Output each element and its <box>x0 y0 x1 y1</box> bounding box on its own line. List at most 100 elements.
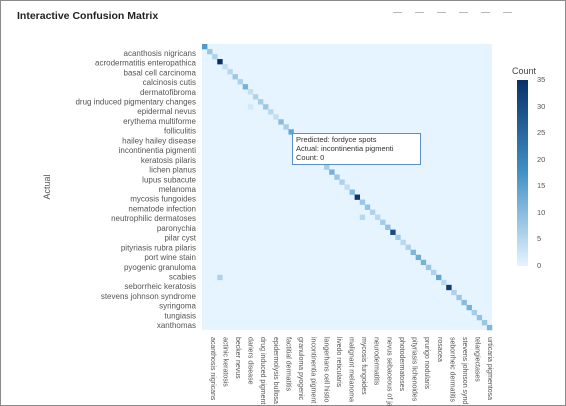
y-tick-label: mycosis fungoides <box>130 195 196 204</box>
colorbar <box>517 80 528 266</box>
heatmap-cell-diagonal <box>354 194 361 200</box>
pan-icon[interactable] <box>437 7 446 13</box>
heatmap-cell-diagonal <box>385 224 391 230</box>
x-tick-label: granuloma pyogenic <box>297 337 304 401</box>
colorbar-tick-label: 10 <box>537 207 546 217</box>
heatmap-cell-diagonal <box>405 244 411 251</box>
heatmap-cell-diagonal <box>263 104 269 110</box>
tooltip-predicted: Predicted: fordyce spots <box>296 135 377 144</box>
colorbar-title: Count <box>512 66 537 76</box>
heatmap-cell-diagonal <box>273 114 279 120</box>
colorbar-tick-label: 20 <box>537 154 546 164</box>
heatmap-cell-diagonal <box>425 264 432 271</box>
y-tick-label: lupus subacute <box>142 175 196 184</box>
y-tick-label: pityriasis rubra pilaris <box>121 243 196 252</box>
y-tick-label: erythema multiforme <box>123 117 196 126</box>
heatmap-cell <box>359 214 366 220</box>
heatmap-cell-diagonal <box>441 279 447 286</box>
heatmap-cell-diagonal <box>339 179 345 185</box>
heatmap-cell-diagonal <box>380 219 386 225</box>
reset-icon[interactable] <box>503 7 512 13</box>
heatmap-cell-diagonal <box>217 59 223 65</box>
heatmap-cell-diagonal <box>237 79 244 85</box>
x-tick-label: epidermolysis bullosa <box>272 337 279 404</box>
heatmap-cell-diagonal <box>283 124 289 130</box>
heatmap-cell-diagonal <box>400 239 406 246</box>
y-tick-label: pilar cyst <box>164 234 196 243</box>
tooltip-count: Count: 0 <box>296 153 325 163</box>
heatmap-cell-diagonal <box>202 44 208 50</box>
y-tick-label: keratosis pilaris <box>141 156 196 165</box>
x-tick-label: malignant melanoma <box>348 337 355 402</box>
x-tick-label: acanthosis nigricans <box>209 337 216 401</box>
y-tick-label: melanoma <box>159 185 197 194</box>
x-tick-label: nevus sebaceous of ja <box>385 337 392 406</box>
heatmap-cell-diagonal <box>344 184 350 190</box>
heatmap-cell-diagonal <box>288 129 294 135</box>
y-tick-label: scabies <box>169 273 196 282</box>
x-tick-label: dariers disease <box>247 337 254 385</box>
y-tick-label: nematode infection <box>128 204 196 213</box>
y-tick-label: epidermal nevus <box>137 107 196 116</box>
colorbar-tick-label: 35 <box>537 75 546 84</box>
x-tick-label: becker nevus <box>234 337 241 379</box>
heatmap-cell-diagonal <box>364 204 371 210</box>
x-tick-label: langerhans cell histio <box>322 337 329 402</box>
heatmap-cell-diagonal <box>334 174 340 180</box>
y-tick-label: drug induced pigmentary changes <box>75 97 196 106</box>
heatmap-cell-diagonal <box>446 284 452 291</box>
y-tick-label: tungiasis <box>164 311 196 320</box>
y-tick-label: folliculitis <box>164 127 196 136</box>
heatmap-cell-diagonal <box>395 234 401 240</box>
heatmap-cell-diagonal <box>227 69 233 75</box>
y-tick-label: syringoma <box>159 302 196 311</box>
x-tick-label: urticaria pigmentosa <box>486 337 493 400</box>
heatmap-cell-diagonal <box>268 109 274 115</box>
heatmap-cell-diagonal <box>436 274 442 281</box>
y-tick-label: acanthosis nigricans <box>124 49 196 58</box>
heatmap-cell-diagonal <box>451 289 457 296</box>
heatmap-cell-diagonal <box>324 164 330 170</box>
heatmap-cell-diagonal <box>410 249 416 256</box>
y-tick-label: dermatofibroma <box>140 88 197 97</box>
heatmap-cell <box>217 274 223 281</box>
heatmap-cell-diagonal <box>257 99 264 105</box>
y-tick-label: basal cell carcinoma <box>124 68 197 77</box>
y-tick-label: xanthomas <box>157 321 196 330</box>
heatmap-cell-diagonal <box>374 214 381 220</box>
y-tick-label: port wine stain <box>144 253 196 262</box>
heatmap-cell-diagonal <box>456 294 462 301</box>
colorbar-tick-label: 25 <box>537 128 546 138</box>
heatmap-cell-diagonal <box>476 314 483 321</box>
x-tick-label: incontinentia pigment <box>310 337 317 403</box>
x-tick-label: rosacea <box>436 337 443 362</box>
x-tick-label: actinic keratosis <box>221 337 228 387</box>
zoom-in-icon[interactable] <box>459 7 468 13</box>
y-axis-title: Actual <box>42 174 52 199</box>
heatmap-cell-diagonal <box>420 259 427 266</box>
y-tick-label: lichen planus <box>149 166 196 175</box>
y-tick-label: paronychia <box>157 224 197 233</box>
heatmap-cell <box>247 104 254 110</box>
x-tick-label: factitial dermatitis <box>284 337 291 392</box>
x-tick-label: drug induced pigment <box>259 337 266 404</box>
heatmap-cell-diagonal <box>329 169 335 175</box>
heatmap-cell-diagonal <box>212 54 218 60</box>
zoom-out-icon[interactable] <box>481 7 490 13</box>
x-tick-label: telangiectases <box>474 337 481 382</box>
heatmap-cell-diagonal <box>207 49 213 55</box>
download-icon[interactable] <box>393 7 402 13</box>
heatmap-cell-diagonal <box>359 199 366 205</box>
colorbar-tick-label: 15 <box>537 181 546 191</box>
heatmap-cell-diagonal <box>242 84 249 90</box>
y-tick-label: calcinosis cutis <box>143 78 196 87</box>
heatmap-cell-diagonal <box>222 64 228 70</box>
heatmap-cell-diagonal <box>278 119 284 125</box>
x-tick-label: mycosis fungoides <box>360 337 367 395</box>
zoom-icon[interactable] <box>415 7 424 13</box>
heatmap-cell-diagonal <box>369 209 376 215</box>
heatmap-cell-diagonal <box>471 309 478 316</box>
plot-toolbar[interactable] <box>393 0 563 13</box>
heatmap-cell-diagonal <box>232 74 238 80</box>
